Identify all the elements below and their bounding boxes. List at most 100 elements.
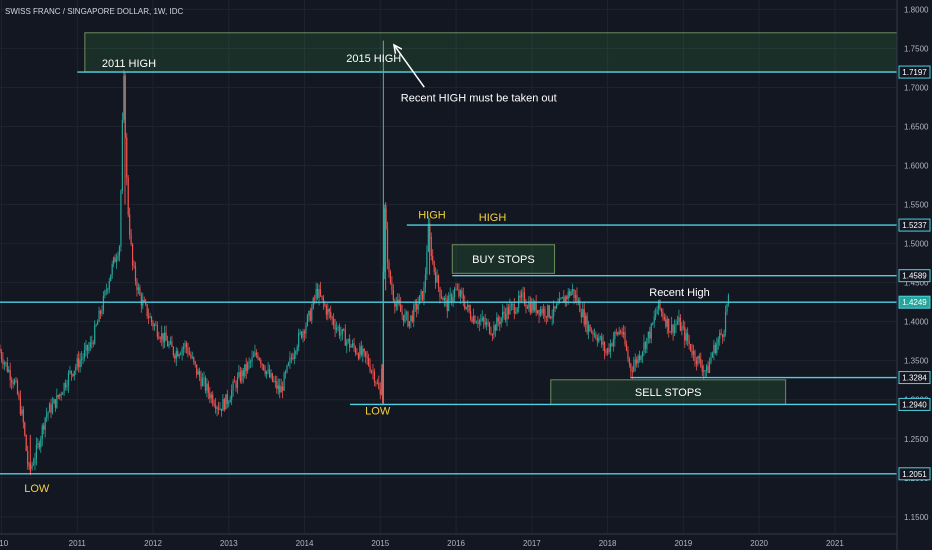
candle-body xyxy=(357,353,360,359)
candle-body xyxy=(149,316,151,318)
candle-body xyxy=(465,306,467,309)
candle-body xyxy=(602,342,604,345)
level-tag xyxy=(898,218,931,232)
candle-body xyxy=(159,338,161,340)
y-tick-label: 1.5000 xyxy=(904,240,929,249)
y-tick-label: 1.4000 xyxy=(904,318,929,327)
candle-body xyxy=(238,372,240,377)
candle-body xyxy=(70,370,72,374)
candle-body xyxy=(137,287,140,291)
candle-body xyxy=(417,304,419,310)
candle-body xyxy=(273,381,275,382)
candle-body xyxy=(599,336,601,338)
level-tag xyxy=(898,371,931,385)
level-tag xyxy=(898,295,931,309)
candle-body xyxy=(458,289,460,297)
x-tick-label: 2016 xyxy=(447,539,465,548)
candle-body xyxy=(131,243,134,266)
candle-body xyxy=(449,294,451,296)
candle-body xyxy=(242,370,244,377)
candle-body xyxy=(413,305,415,322)
candle-body xyxy=(235,382,237,388)
candle-body xyxy=(589,324,591,332)
candle-body xyxy=(727,295,730,304)
candle-body xyxy=(232,381,234,390)
candle-body xyxy=(241,370,243,382)
candle-body xyxy=(86,345,89,351)
candle-body xyxy=(452,296,454,302)
candle-body xyxy=(685,333,687,341)
candle-body xyxy=(486,322,488,325)
candle-body xyxy=(448,295,450,312)
candle-body xyxy=(69,370,71,373)
candle-body xyxy=(400,304,402,312)
candle-body xyxy=(220,408,223,411)
x-tick-label: 2019 xyxy=(674,539,692,548)
candle-body xyxy=(525,304,527,307)
candle-body xyxy=(219,408,221,410)
x-tick-label: 2014 xyxy=(296,539,314,548)
candle-body xyxy=(453,288,456,297)
candle-body xyxy=(713,344,715,354)
candle-body xyxy=(666,318,668,327)
candle-body xyxy=(717,339,719,344)
annotation-text: HIGH xyxy=(418,209,446,221)
y-tick-label: 1.1500 xyxy=(904,513,929,522)
candle-body xyxy=(15,380,17,382)
candle-body xyxy=(480,320,482,321)
candle-body xyxy=(410,315,412,322)
candle-body xyxy=(197,371,199,375)
candle-body xyxy=(534,301,536,311)
candle-body xyxy=(481,317,483,321)
level-tag-label: 1.5237 xyxy=(902,221,927,230)
candle-body xyxy=(365,351,367,357)
candle-body xyxy=(60,393,62,395)
candle-body xyxy=(283,373,285,391)
candle-body xyxy=(136,281,138,291)
candle-body xyxy=(394,300,396,307)
candle-body xyxy=(445,297,447,300)
candle-body xyxy=(194,361,196,365)
candle-body xyxy=(538,310,540,316)
candle-body xyxy=(325,306,327,315)
annotation-text: HIGH xyxy=(479,212,507,224)
candle-body xyxy=(405,312,408,314)
candle-body xyxy=(330,311,332,317)
candle-body xyxy=(566,296,568,300)
candle-body xyxy=(612,339,614,347)
candle-body xyxy=(456,289,459,291)
candle-body xyxy=(258,358,260,360)
candle-body xyxy=(550,316,552,318)
candle-body xyxy=(381,368,383,395)
level-tag xyxy=(898,269,931,283)
y-tick-label: 1.3500 xyxy=(904,357,929,366)
candle-body xyxy=(369,365,371,372)
candle-body xyxy=(595,334,597,339)
candle-body xyxy=(472,316,475,323)
candle-body xyxy=(662,311,664,317)
candle-body xyxy=(110,274,112,281)
candle-body xyxy=(414,303,416,306)
candle-body xyxy=(134,266,137,282)
candle-body xyxy=(653,316,655,324)
time-axis[interactable]: 010 2011 2012 2013 2014 2015 2016 2017 2018 2019 2… xyxy=(0,539,844,548)
candle-body xyxy=(650,324,652,339)
candle-body xyxy=(520,293,523,298)
candle-body xyxy=(386,228,389,263)
candle-body xyxy=(229,399,231,403)
candle-body xyxy=(268,369,271,378)
candle-body xyxy=(555,304,558,309)
candle-body xyxy=(499,321,501,324)
candle-body xyxy=(298,332,300,347)
candle-body xyxy=(333,318,335,325)
candle-body xyxy=(175,351,177,359)
candle-body xyxy=(630,363,632,371)
candle-body xyxy=(615,332,617,333)
candle-body xyxy=(344,330,346,346)
candle-body xyxy=(270,373,272,378)
x-tick-label: 010 xyxy=(0,539,9,548)
candle-body xyxy=(181,348,183,354)
candle-body xyxy=(522,292,524,294)
candle-body xyxy=(146,304,148,317)
